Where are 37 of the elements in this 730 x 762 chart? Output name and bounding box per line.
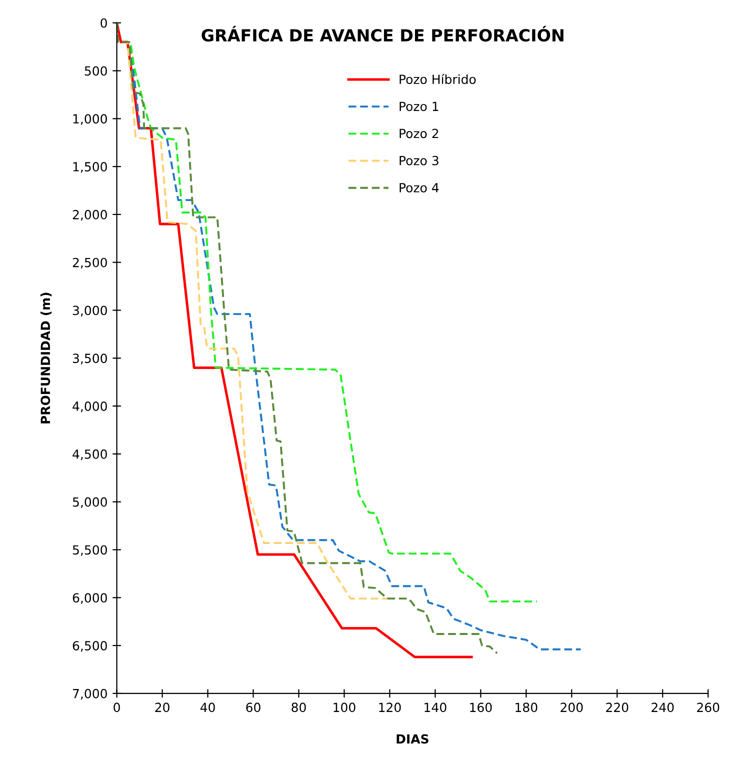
legend-label: Pozo 1	[400, 102, 438, 112]
y-tick-label: 2,500	[72, 258, 107, 269]
legend-label: Pozo 4	[400, 183, 439, 192]
x-tick-label: 40	[200, 702, 215, 712]
x-tick-label: 100	[334, 702, 356, 712]
x-tick-label: 20	[155, 702, 170, 712]
x-tick-label: 200	[560, 702, 583, 712]
y-tick-label: 5,500	[72, 545, 107, 556]
y-tick-label: 2,000	[72, 210, 107, 221]
y-tick-label: 3,500	[72, 354, 107, 364]
x-tick-label: 120	[379, 702, 401, 712]
x-tick-label: 240	[652, 702, 674, 712]
x-tick-label: 160	[470, 702, 492, 712]
x-tick-label: 220	[606, 702, 628, 712]
y-tick-label: 6,500	[72, 640, 107, 652]
y-tick-label: 4,000	[72, 402, 107, 412]
y-tick-label: 4,500	[72, 449, 107, 460]
legend-label: Pozo 2	[400, 128, 438, 138]
y-tick-label: 1,000	[73, 114, 107, 125]
y-tick-label: 500	[84, 66, 107, 76]
chart-title: GRÁFICA DE AVANCE DE PERFORACIÓN	[202, 26, 564, 42]
x-tick-label: 140	[424, 702, 446, 712]
y-tick-label: 6,000	[72, 593, 107, 604]
x-tick-label: 180	[516, 702, 538, 712]
y-tick-label: 1,500	[73, 162, 107, 173]
y-tick-label: 7,000	[73, 688, 107, 700]
x-tick-label: 260	[697, 702, 720, 712]
x-tick-label: 60	[246, 702, 260, 712]
legend-label: Pozo Híbrido	[400, 74, 476, 84]
y-tick-label: 3,000	[72, 306, 107, 316]
legend-label: Pozo 3	[400, 156, 438, 166]
x-tick-label: 0	[114, 702, 120, 712]
y-axis-title: PROFUNDIDAD (m)	[40, 292, 52, 424]
y-tick-label: 5,000	[72, 497, 107, 508]
x-axis-title: DIAS	[396, 734, 428, 744]
y-tick-label: 0	[100, 18, 107, 28]
x-tick-label: 80	[292, 702, 306, 712]
